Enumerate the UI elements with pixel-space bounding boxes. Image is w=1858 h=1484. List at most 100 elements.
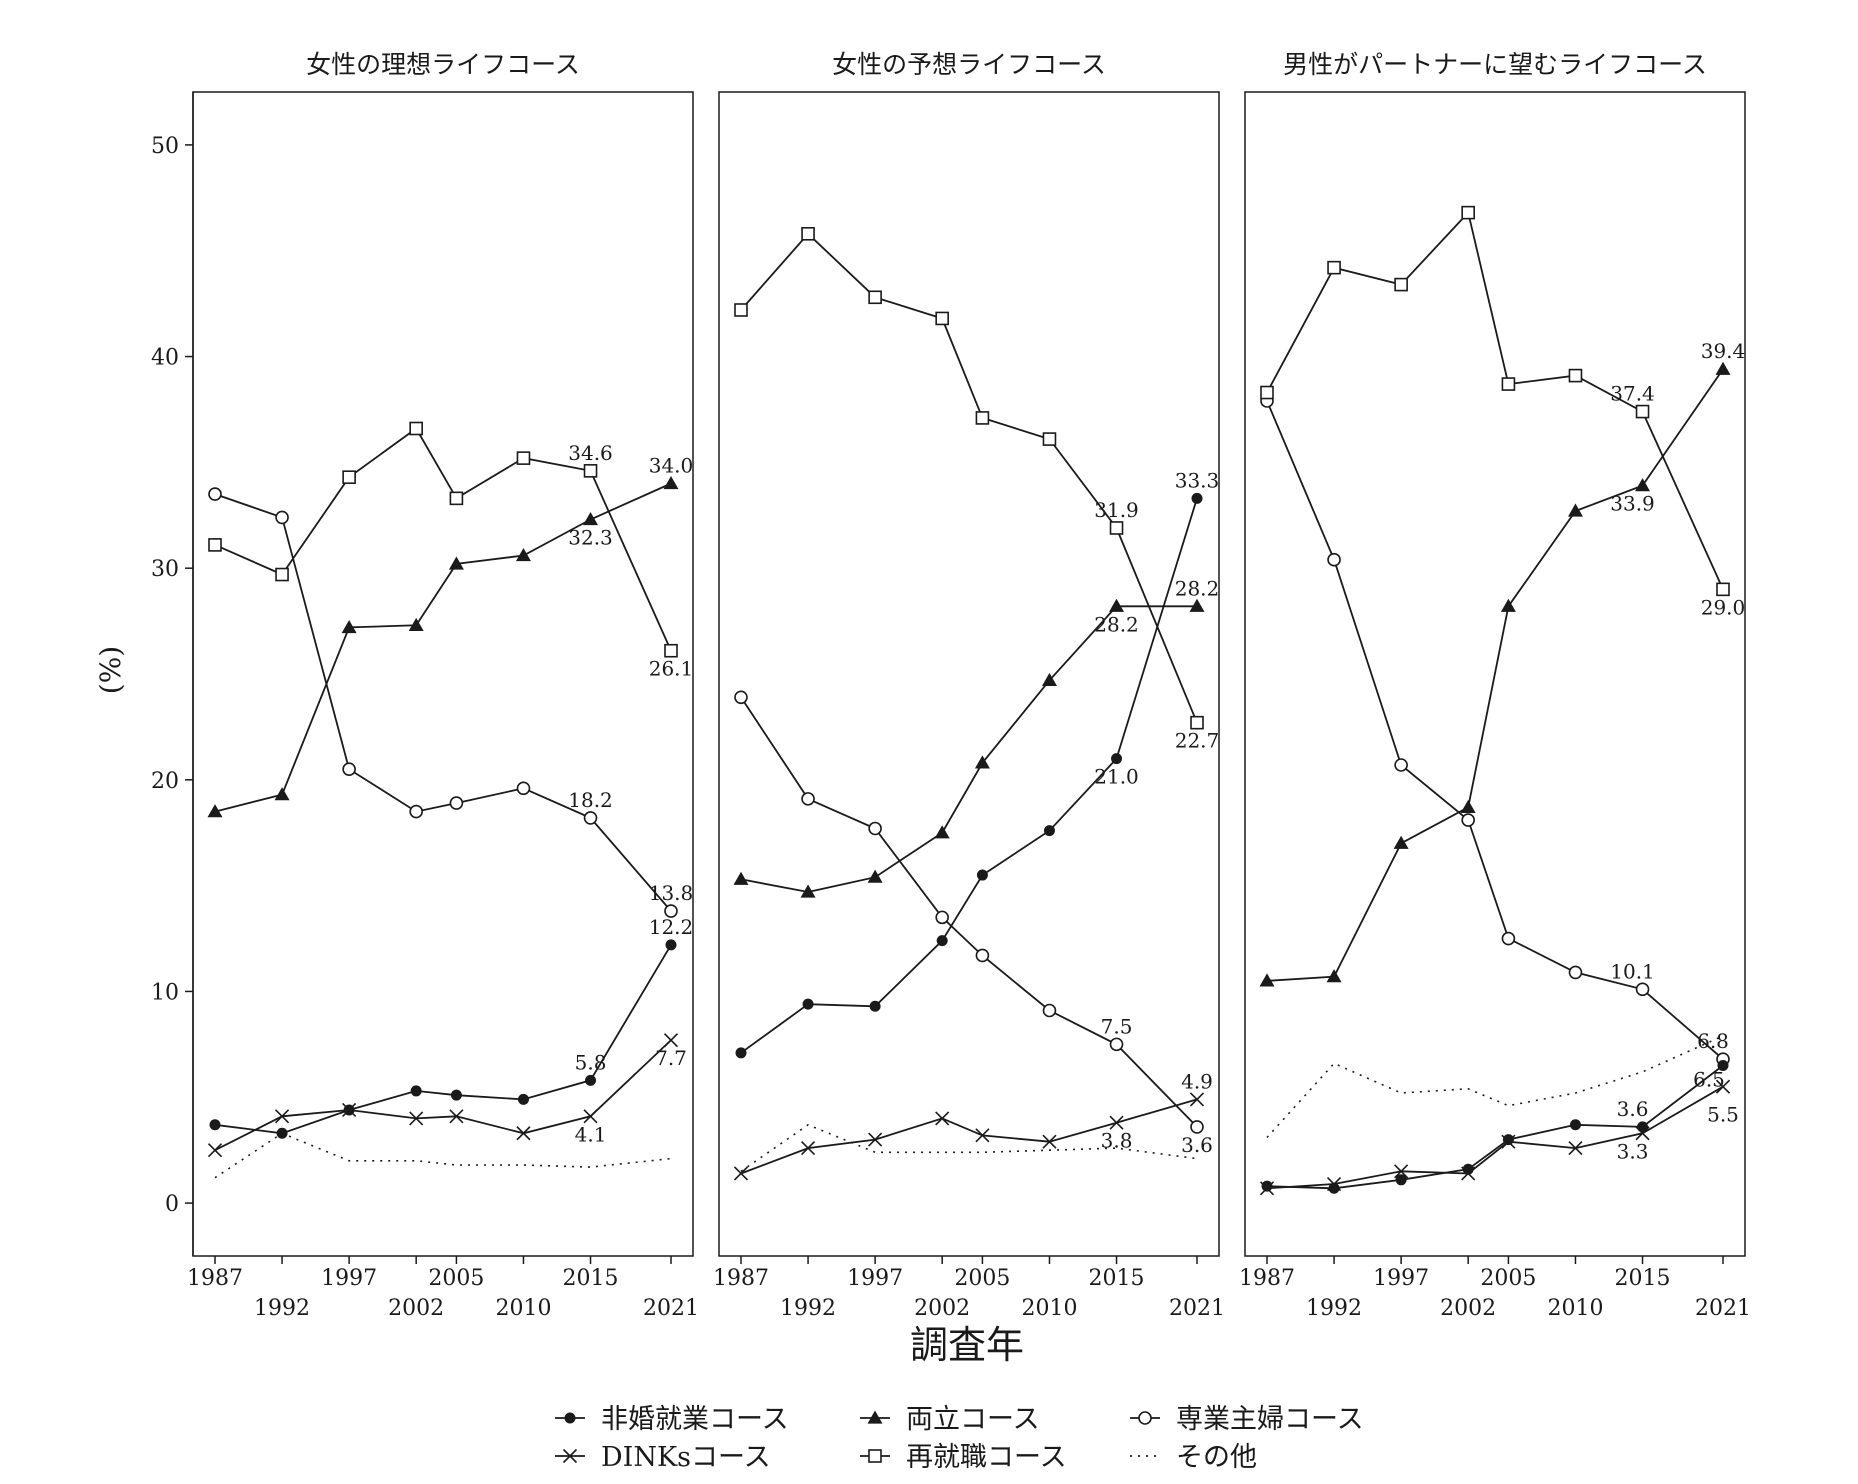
data-point-ryoritsu [1189,598,1205,612]
series-sengyo [1260,394,1730,1066]
series-ryoritsu [207,476,679,818]
data-point-ryoritsu [800,884,816,898]
data-point-saishushoku [1501,377,1516,391]
x-tick-label: 1987 [187,1266,243,1291]
data-label: 4.1 [575,1122,607,1146]
data-point-hikon [343,1104,355,1116]
series-line-dinks [1266,1085,1724,1190]
x-tick-label: 2005 [428,1266,484,1291]
series-ryoritsu [1259,361,1731,987]
data-point-hikon [1637,1121,1649,1133]
data-point-saishushoku [342,470,356,484]
data-point-sengyo [1635,982,1650,997]
data-point-saishushoku [734,303,748,317]
data-point-sengyo [208,487,222,501]
panel-title: 女性の理想ライフコース [306,50,580,79]
data-point-saishushoku [409,421,423,436]
legend-item-hikon: 非婚就業コース [555,1404,789,1435]
data-point-sengyo [975,948,990,963]
series-sengyo [208,487,678,918]
data-point-sengyo [275,510,289,525]
data-point-ryoritsu [1109,598,1125,612]
data-label: 10.1 [1610,959,1655,983]
series-line-sengyo [1266,400,1724,1060]
data-label: 34.6 [568,441,613,465]
data-label: 18.2 [568,788,613,812]
series-line-sengyo [740,696,1198,1128]
series-line-hikon [1266,1064,1724,1190]
series-hikon [209,939,677,1139]
series-hikon [1261,1060,1729,1194]
x-tick-label: 2005 [954,1266,1010,1291]
data-label: 33.9 [1610,492,1655,516]
data-label: 3.8 [1101,1129,1133,1153]
data-point-hikon [410,1085,422,1097]
panel-frame [192,91,694,1257]
data-label: 5.8 [575,1050,607,1074]
series-saishushoku [1260,205,1730,597]
data-point-saishushoku [208,538,222,552]
data-point-dinks [409,1111,424,1126]
data-point-saishushoku [1568,368,1583,383]
data-point-hikon [1569,1119,1581,1131]
y-axis: 0 10 20 30 40 50 [151,92,194,1256]
data-point-dinks [1715,1079,1731,1094]
panel-2: 女性の予想ライフコース 1987 1992 1997 2002 2005 2010 2015 2… [713,50,1225,1321]
data-point-sengyo [1501,931,1516,946]
legend-item-sengyo: 専業主婦コース [1130,1404,1364,1435]
series-line-other [214,1132,672,1179]
legend-label: 再就職コース [906,1442,1067,1473]
data-point-ryoritsu [1393,835,1409,849]
data-point-saishushoku [664,643,678,658]
data-point-saishushoku [1394,277,1408,292]
x-tick-label: 1992 [780,1296,836,1321]
panel-frame [718,91,1220,1257]
data-point-saishushoku [275,567,289,582]
series-line-saishushoku [1266,210,1724,590]
series-saishushoku [734,226,1204,730]
x-tick-label: 2002 [914,1296,970,1321]
series-sengyo [734,690,1204,1134]
panel-title: 女性の予想ライフコース [832,50,1106,79]
data-point-hikon [1395,1174,1407,1186]
data-point-dinks [449,1109,464,1124]
legend: 非婚就業コース 両立コース 専業主婦コース DINKsコース 再就職コース その他 [555,1404,1364,1473]
data-point-hikon [1462,1163,1474,1175]
series-line-hikon [214,944,672,1135]
data-point-saishushoku [449,491,464,506]
data-label: 28.2 [1175,576,1220,600]
x-tick-label: 2002 [388,1296,444,1321]
series-line-sengyo [214,493,672,912]
x-tick-label: 2015 [563,1266,619,1291]
x-tick-label: 1987 [713,1266,769,1291]
data-label: 28.2 [1094,612,1139,636]
data-point-dinks [1568,1141,1583,1156]
series-line-ryoritsu [740,605,1197,893]
x-tick-label: 1992 [254,1296,310,1321]
data-point-dinks [935,1111,950,1126]
x-tick-label: 2010 [1021,1296,1077,1321]
data-label: 34.0 [649,454,694,478]
data-point-dinks [868,1132,883,1147]
y-tick-label: 50 [151,134,179,159]
data-point-hikon [276,1127,288,1139]
legend-key-marker [868,1449,882,1463]
legend-item-ryoritsu: 両立コース [860,1404,1040,1435]
data-point-ryoritsu [408,617,424,631]
data-point-saishushoku [1042,432,1057,446]
data-point-dinks [516,1126,531,1141]
x-axis-title: 調査年 [910,1323,1024,1367]
data-point-dinks [975,1128,990,1143]
data-point-sengyo [664,904,678,918]
data-point-saishushoku [1716,582,1730,597]
data-label: 12.2 [649,915,694,939]
data-point-saishushoku [1461,205,1475,220]
legend-label: 非婚就業コース [601,1404,789,1435]
data-label: 3.6 [1617,1097,1649,1121]
data-label: 13.8 [649,881,694,905]
data-point-sengyo [1394,758,1408,772]
x-tick-label: 1992 [1306,1296,1362,1321]
data-point-saishushoku [583,464,598,478]
data-point-dinks [583,1109,598,1124]
series-other [1266,1035,1724,1139]
